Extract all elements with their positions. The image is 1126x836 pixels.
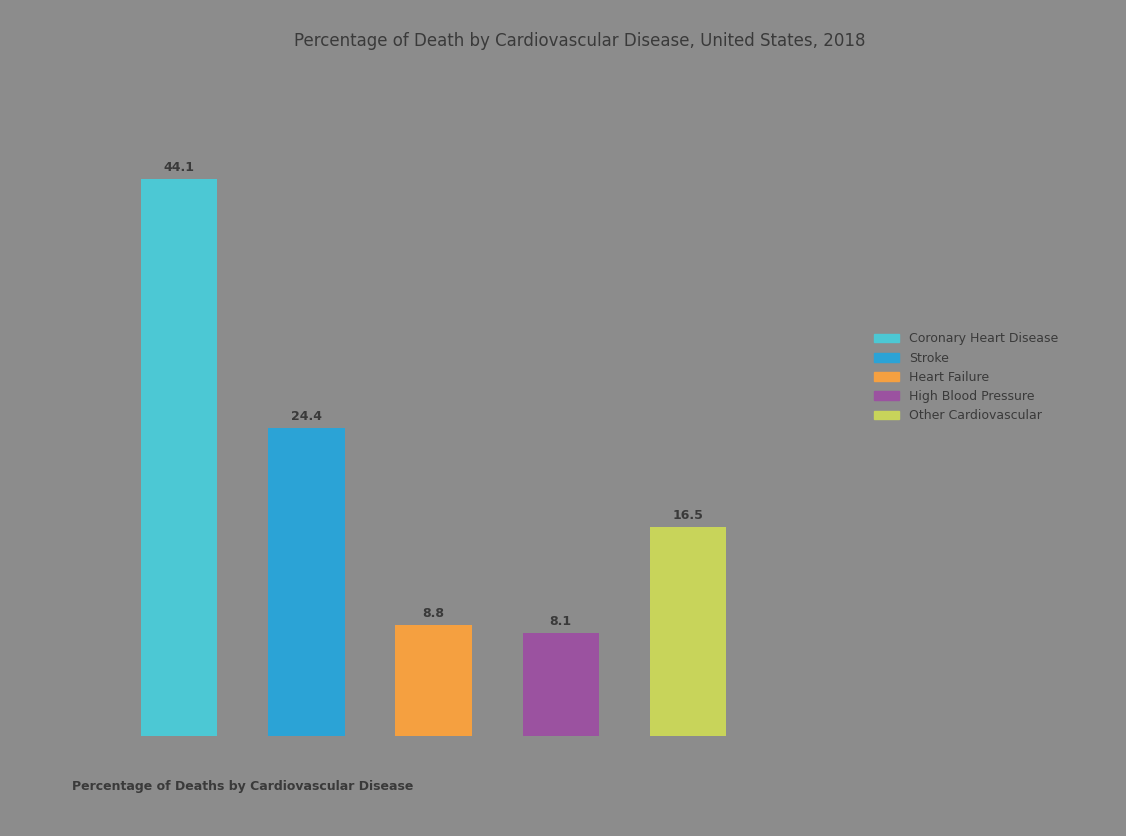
Bar [650, 528, 726, 736]
Text: 24.4: 24.4 [291, 410, 322, 423]
Text: 8.1: 8.1 [549, 615, 572, 629]
Text: 8.8: 8.8 [422, 607, 445, 619]
Text: Percentage of Deaths by Cardiovascular Disease: Percentage of Deaths by Cardiovascular D… [72, 780, 413, 793]
Bar [268, 428, 345, 736]
Bar [395, 624, 472, 736]
Title: Percentage of Death by Cardiovascular Disease, United States, 2018: Percentage of Death by Cardiovascular Di… [294, 32, 866, 50]
Text: 44.1: 44.1 [163, 161, 195, 174]
Text: 16.5: 16.5 [672, 509, 704, 522]
Bar [522, 634, 599, 736]
Bar [141, 179, 217, 736]
Legend: Coronary Heart Disease, Stroke, Heart Failure, High Blood Pressure, Other Cardio: Coronary Heart Disease, Stroke, Heart Fa… [869, 327, 1063, 427]
